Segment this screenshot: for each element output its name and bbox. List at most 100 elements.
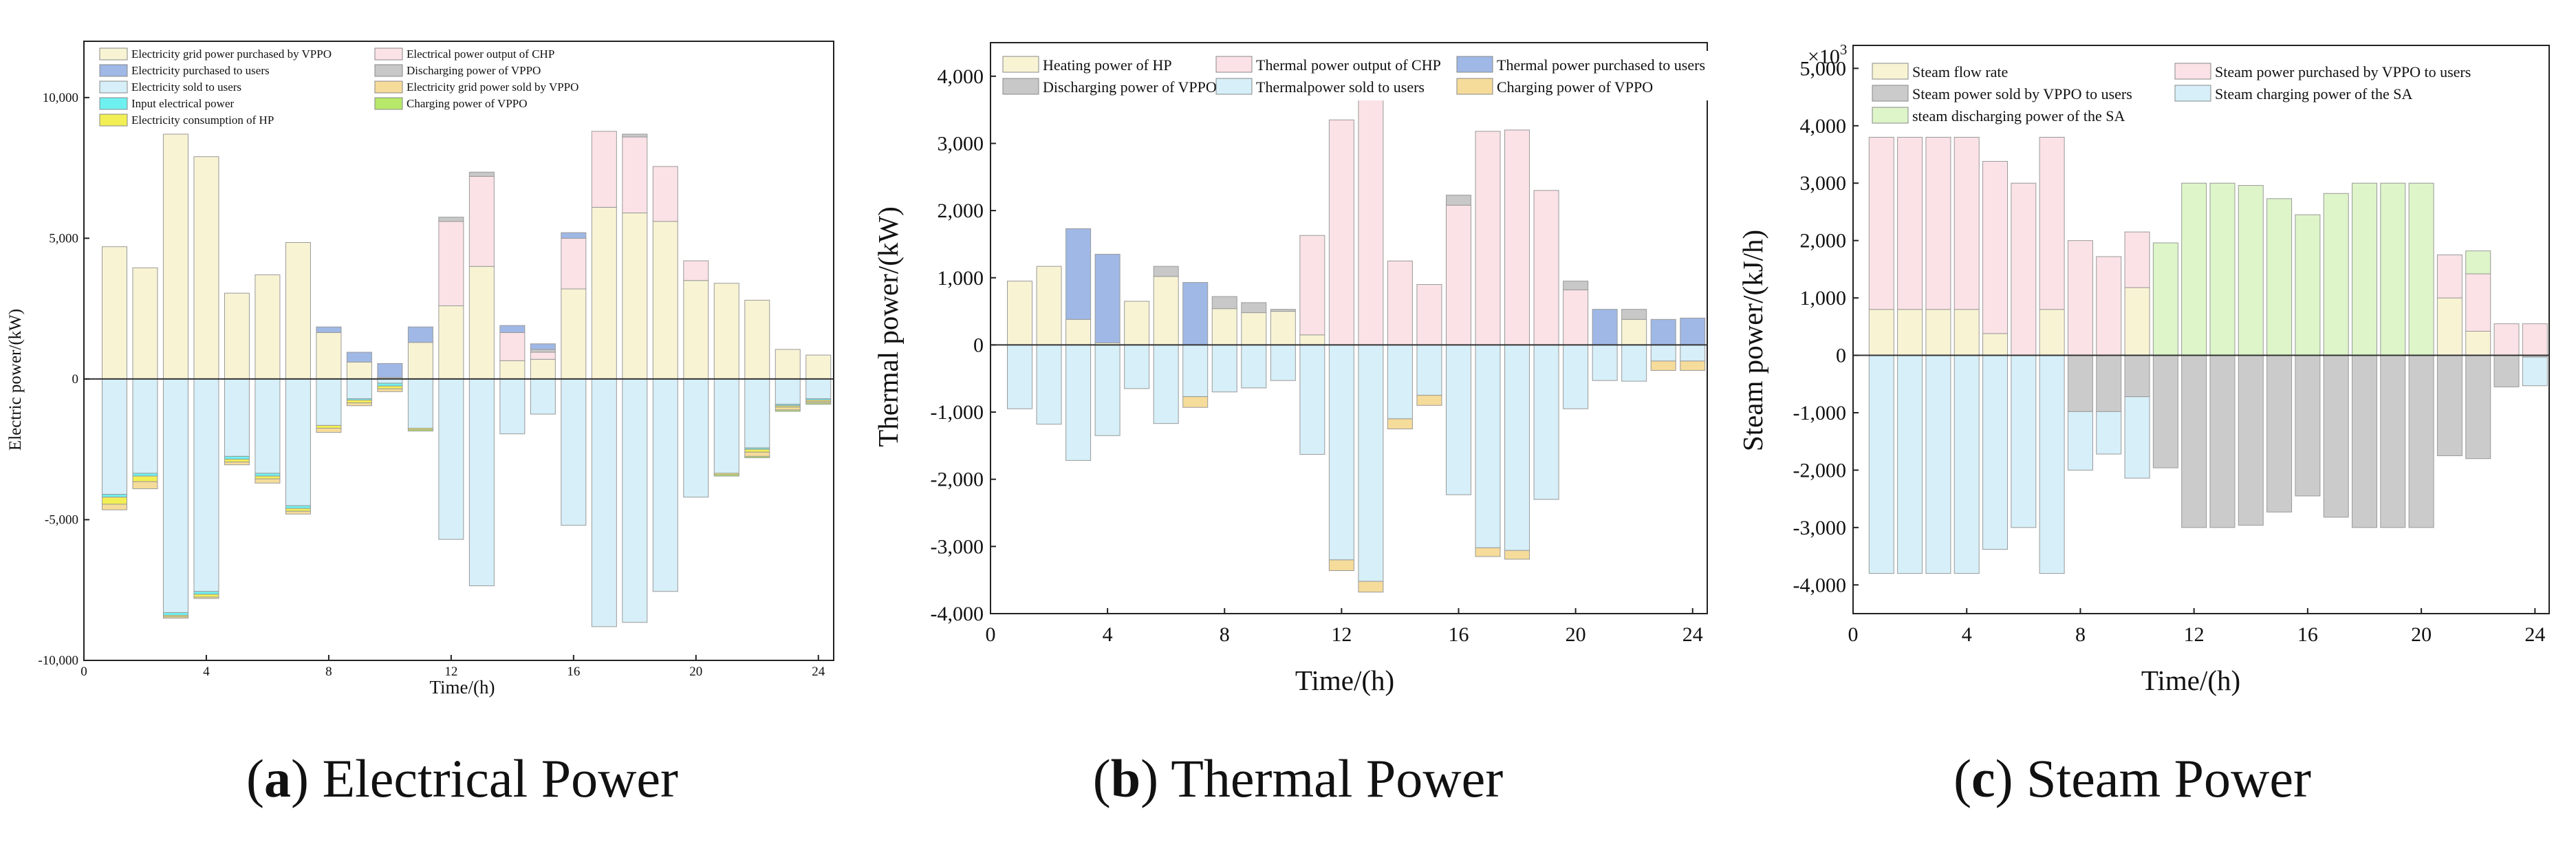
bar-steam-power-purchased-by-vppo-to-users-h9 — [2096, 256, 2122, 356]
bar-steam-discharging-power-of-the-sa-h18 — [2352, 182, 2378, 356]
bar-discharging-power-of-vppo-h12 — [438, 217, 464, 222]
legend-swatch-electricity-grid-power-sold-by-vppo — [374, 80, 403, 94]
ytick-label-b-1: -3,000 — [931, 535, 984, 558]
bar-electricity-sold-to-users-h1 — [101, 378, 127, 495]
bar-thermalpower-sold-to-users-h13 — [1358, 344, 1384, 582]
steam-legend: Steam flow rate Steam power purchased by … — [1868, 58, 2480, 129]
ytick-label-a-1: -5,000 — [45, 512, 78, 527]
bar-electricity-grid-power-purchased-by-vppo-h14 — [499, 360, 526, 380]
legend-label-thermalpower-sold-to-users: Thermalpower sold to users — [1256, 78, 1425, 96]
bar-thermal-power-output-of-chp-h11 — [1299, 235, 1325, 336]
ytick-label-c-4: 0 — [1836, 345, 1846, 367]
bar-electricity-sold-to-users-h16 — [561, 378, 587, 526]
legend-label-discharging-power-of-vppo: Discharging power of VPPO — [407, 64, 541, 77]
bar-electricity-consumption-of-hp-h10 — [377, 385, 403, 389]
bar-electricity-consumption-of-hp-h4 — [193, 594, 219, 598]
legend-label-charging-power-of-vppo: Charging power of VPPO — [407, 97, 528, 110]
ytick-label-c-7: 3,000 — [1800, 172, 1847, 195]
legend-swatch-discharging-power-of-vppo — [1002, 78, 1039, 95]
bar-steam-charging-power-of-the-sa-h9 — [2096, 411, 2122, 455]
xtick-label-c-1: 4 — [1962, 623, 1972, 646]
bar-steam-discharging-power-of-the-sa-h20 — [2408, 182, 2434, 356]
bar-thermalpower-sold-to-users-h24 — [1680, 344, 1706, 362]
bar-steam-power-sold-by-vppo-to-users-h10 — [2124, 355, 2150, 398]
bar-electrical-power-output-of-chp-h19 — [652, 166, 678, 222]
bar-electricity-consumption-of-hp-h9 — [346, 400, 372, 404]
bar-input-electrical-power-h7 — [285, 505, 311, 509]
bar-steam-charging-power-of-the-sa-h2 — [1897, 355, 1923, 574]
steam-multiplier-base: ×10 — [1808, 45, 1840, 68]
bar-electricity-grid-power-purchased-by-vppo-h13 — [468, 266, 495, 380]
xtick-label-c-2: 8 — [2075, 623, 2086, 646]
bar-electricity-sold-to-users-h20 — [683, 378, 709, 498]
legend-label-electricity-sold-to-users: Electricity sold to users — [131, 80, 241, 94]
bar-electricity-grid-power-sold-by-vppo-h9 — [346, 402, 372, 407]
thermal-axes: -4,000 -3,000 -2,000 -1,000 0 1,000 2,000 3,000… — [931, 42, 1708, 646]
bar-charging-power-of-vppo-h24 — [1680, 360, 1706, 371]
bar-electricity-grid-power-purchased-by-vppo-h12 — [438, 305, 464, 380]
bar-discharging-power-of-vppo-h15 — [530, 349, 556, 353]
bar-electricity-sold-to-users-h11 — [407, 378, 433, 429]
bar-thermalpower-sold-to-users-h14 — [1387, 344, 1413, 420]
bar-thermalpower-sold-to-users-h22 — [1621, 344, 1647, 382]
bar-thermalpower-sold-to-users-h6 — [1153, 344, 1179, 424]
legend-swatch-electricity-grid-power-purchased-by-vppo — [99, 47, 128, 61]
bar-steam-charging-power-of-the-sa-h4 — [1953, 355, 1980, 574]
bar-electricity-consumption-of-hp-h22 — [744, 449, 770, 453]
bar-steam-flow-rate-h22 — [2465, 331, 2491, 356]
xtick-label-c-5: 20 — [2411, 623, 2432, 646]
bar-thermal-power-purchased-to-users-h7 — [1182, 282, 1209, 345]
electrical-caption: (a) Electrical Power — [246, 748, 678, 808]
bar-steam-power-purchased-by-vppo-to-users-h4 — [1953, 136, 1980, 310]
legend-label-charging-power-of-vppo: Charging power of VPPO — [1497, 78, 1653, 96]
bar-steam-charging-power-of-the-sa-h8 — [2067, 411, 2093, 471]
bar-thermal-power-purchased-to-users-h3 — [1065, 228, 1092, 320]
bar-steam-discharging-power-of-the-sa-h14 — [2238, 185, 2264, 356]
bar-thermal-power-purchased-to-users-h23 — [1650, 319, 1676, 345]
ytick-label-b-2: -2,000 — [931, 468, 984, 491]
bar-thermalpower-sold-to-users-h3 — [1065, 344, 1092, 461]
electrical-xlabel: Time/(h) — [429, 677, 495, 698]
bar-thermalpower-sold-to-users-h21 — [1592, 344, 1618, 381]
bar-steam-power-sold-by-vppo-to-users-h23 — [2493, 355, 2520, 387]
bar-steam-power-purchased-by-vppo-to-users-h5 — [1982, 161, 2009, 334]
bar-input-electrical-power-h1 — [101, 494, 127, 498]
bar-thermalpower-sold-to-users-h15 — [1416, 344, 1442, 396]
xtick-label-c-3: 12 — [2184, 623, 2205, 646]
legend-label-steam-power-sold-by-vppo-to-users: Steam power sold by VPPO to users — [1912, 85, 2132, 102]
bar-thermal-power-output-of-chp-h13 — [1358, 98, 1384, 345]
bar-steam-discharging-power-of-the-sa-h17 — [2323, 193, 2349, 356]
bar-steam-flow-rate-h4 — [1953, 309, 1980, 356]
bar-steam-power-purchased-by-vppo-to-users-h22 — [2465, 273, 2491, 332]
bar-electricity-grid-power-purchased-by-vppo-h18 — [622, 213, 648, 380]
bar-charging-power-of-vppo-h12 — [1328, 559, 1354, 572]
legend-swatch-electricity-consumption-of-hp — [99, 114, 128, 127]
thermal-power-chart: -4,000 -3,000 -2,000 -1,000 0 1,000 2,000 3,000… — [872, 42, 1721, 808]
bar-electrical-power-output-of-chp-h20 — [683, 260, 709, 281]
bar-input-electrical-power-h5 — [224, 455, 250, 460]
bar-electrical-power-output-of-chp-h18 — [622, 136, 648, 214]
bar-steam-discharging-power-of-the-sa-h13 — [2209, 182, 2236, 356]
bar-electrical-power-output-of-chp-h17 — [591, 131, 617, 208]
legend-background-a — [96, 43, 584, 131]
ytick-label-c-9: 5,000 — [1800, 57, 1847, 80]
bar-electricity-grid-power-sold-by-vppo-h22 — [744, 451, 770, 457]
steam-xlabel: Time/(h) — [2141, 665, 2240, 696]
bar-electricity-grid-power-sold-by-vppo-h2 — [132, 481, 158, 489]
bar-steam-power-sold-by-vppo-to-users-h19 — [2380, 355, 2406, 528]
bar-input-electrical-power-h6 — [255, 473, 281, 477]
ytick-label-b-7: 3,000 — [938, 132, 984, 155]
legend-swatch-steam-power-purchased-by-vppo-to-users — [2174, 63, 2211, 80]
steam-axes: -4,000 -3,000 -2,000 -1,000 0 1,000 2,000 3,000… — [1793, 45, 2550, 646]
xtick-label-c-6: 24 — [2524, 623, 2545, 646]
bar-steam-discharging-power-of-the-sa-h22 — [2465, 250, 2491, 274]
bar-electricity-grid-power-sold-by-vppo-h6 — [255, 478, 281, 484]
bar-electricity-sold-to-users-h21 — [713, 378, 739, 474]
bar-electricity-sold-to-users-h6 — [255, 378, 281, 474]
bar-electricity-grid-power-sold-by-vppo-h5 — [224, 462, 250, 466]
steam-caption-letter: c — [1971, 748, 1995, 808]
bar-discharging-power-of-vppo-h6 — [1153, 266, 1179, 277]
bar-electricity-grid-power-purchased-by-vppo-h16 — [561, 288, 587, 380]
bar-electricity-consumption-of-hp-h8 — [316, 424, 342, 429]
bar-thermalpower-sold-to-users-h18 — [1504, 344, 1530, 551]
